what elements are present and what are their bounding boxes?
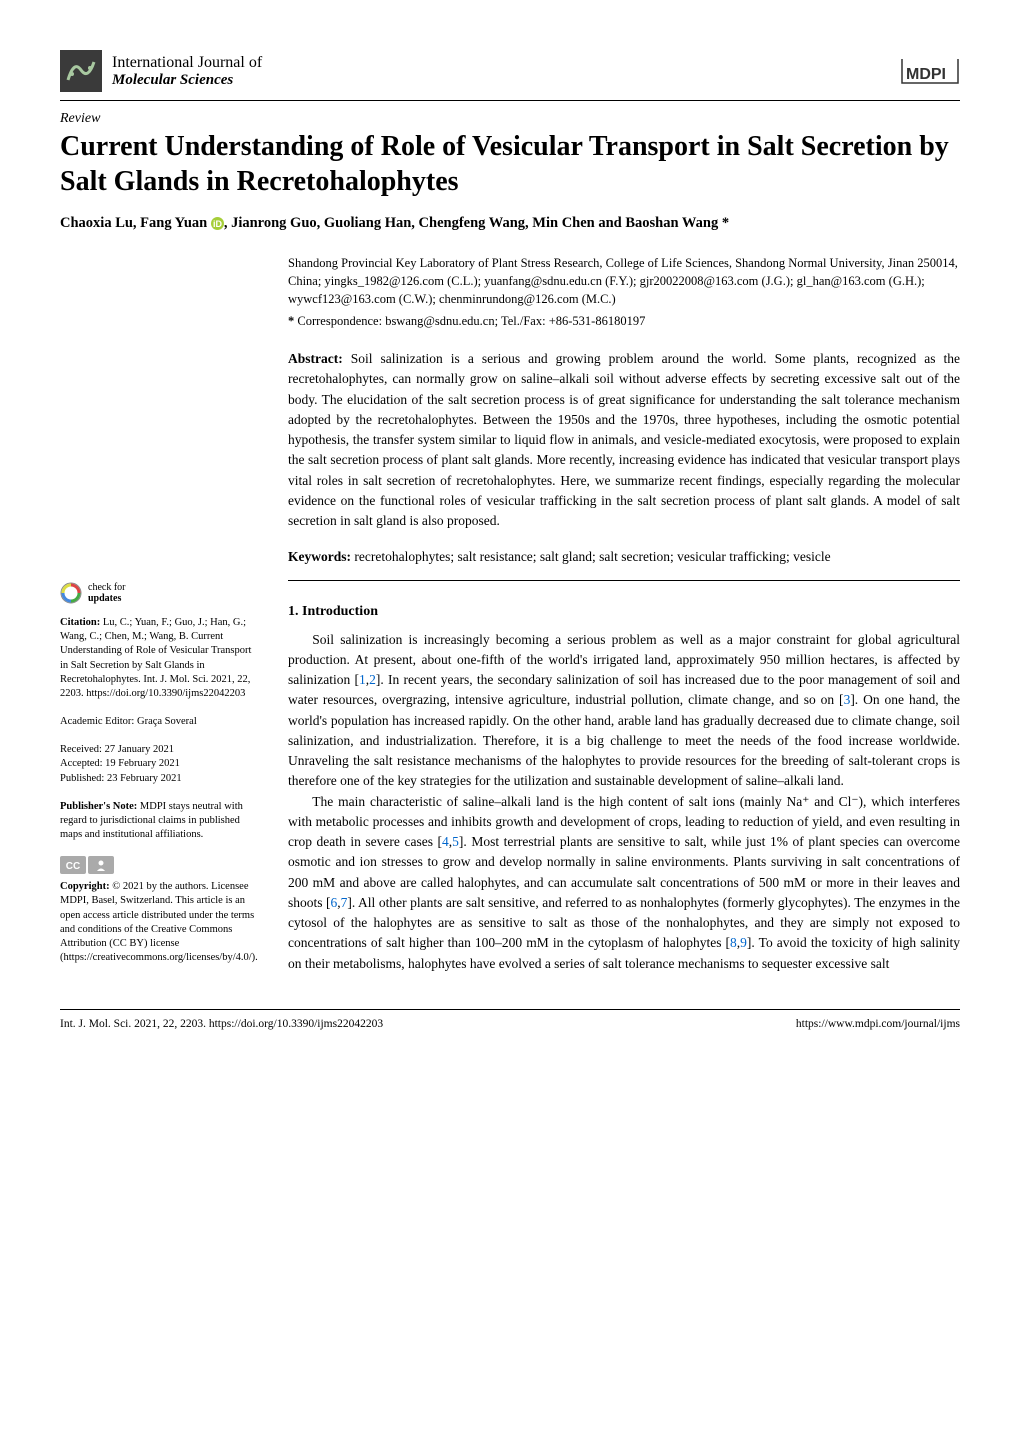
svg-text:iD: iD [213, 219, 223, 229]
authors-text: Chaoxia Lu, Fang Yuan [60, 215, 211, 231]
dates-block: Received: 27 January 2021 Accepted: 19 F… [60, 743, 260, 786]
footer-right[interactable]: https://www.mdpi.com/journal/ijms [796, 1018, 960, 1030]
copyright-block: Copyright: © 2021 by the authors. Licens… [60, 880, 260, 965]
copyright-label: Copyright: [60, 881, 110, 892]
intro-paragraph-1: Soil salinization is increasingly becomi… [288, 630, 960, 792]
check-line1: check for [88, 582, 125, 593]
intro-heading: 1. Introduction [288, 601, 960, 622]
header-divider [60, 100, 960, 101]
footer-left: Int. J. Mol. Sci. 2021, 22, 2203. https:… [60, 1018, 383, 1030]
article-title: Current Understanding of Role of Vesicul… [60, 129, 960, 199]
ref-link-5[interactable]: 5 [452, 834, 459, 849]
keywords: Keywords: recretohalophytes; salt resist… [288, 547, 960, 567]
received-date: Received: 27 January 2021 [60, 743, 260, 757]
pubnote-label: Publisher's Note: [60, 801, 137, 812]
svg-text:CC: CC [66, 861, 80, 872]
publisher-note-block: Publisher's Note: MDPI stays neutral wit… [60, 800, 260, 843]
cc-badge[interactable]: CC [60, 856, 260, 874]
published-date: Published: 23 February 2021 [60, 772, 260, 786]
main-content: Shandong Provincial Key Laboratory of Pl… [288, 254, 960, 979]
header: International Journal of Molecular Scien… [60, 50, 960, 92]
keywords-divider [288, 580, 960, 581]
editor-label: Academic Editor: [60, 716, 134, 727]
abstract-label: Abstract: [288, 351, 343, 366]
citation-text: Lu, C.; Yuan, F.; Guo, J.; Han, G.; Wang… [60, 617, 251, 699]
ref-link-4[interactable]: 4 [442, 834, 449, 849]
copyright-text: © 2021 by the authors. Licensee MDPI, Ba… [60, 881, 258, 963]
ref-link-1[interactable]: 1 [359, 672, 366, 687]
check-updates-icon [60, 582, 82, 604]
check-for-updates[interactable]: check for updates [60, 582, 260, 604]
affiliation: Shandong Provincial Key Laboratory of Pl… [288, 254, 960, 308]
keywords-text: recretohalophytes; salt resistance; salt… [354, 549, 830, 564]
mdpi-logo-icon: MDPI [900, 55, 960, 87]
abstract: Abstract: Soil salinization is a serious… [288, 349, 960, 531]
svg-text:MDPI: MDPI [906, 66, 946, 83]
journal-brand: International Journal of Molecular Scien… [60, 50, 262, 92]
keywords-label: Keywords: [288, 549, 351, 564]
abstract-text: Soil salinization is a serious and growi… [288, 351, 960, 528]
intro-paragraph-2: The main characteristic of saline–alkali… [288, 792, 960, 974]
authors-line: Chaoxia Lu, Fang Yuan iD, Jianrong Guo, … [60, 215, 960, 232]
editor-text: Graça Soveral [137, 716, 197, 727]
journal-logo-icon [60, 50, 102, 92]
citation-block: Citation: Lu, C.; Yuan, F.; Guo, J.; Han… [60, 616, 260, 701]
cc-icon: CC [60, 856, 86, 874]
editor-block: Academic Editor: Graça Soveral [60, 715, 260, 729]
correspondence-star: * [288, 314, 294, 328]
check-line2: updates [88, 593, 125, 604]
sidebar: check for updates Citation: Lu, C.; Yuan… [60, 254, 260, 979]
journal-line2: Molecular Sciences [112, 72, 262, 89]
ref-link-2[interactable]: 2 [369, 672, 376, 687]
correspondence: * Correspondence: bswang@sdnu.edu.cn; Te… [288, 312, 960, 331]
citation-label: Citation: [60, 617, 100, 628]
journal-line1: International Journal of [112, 54, 262, 72]
by-icon [88, 856, 114, 874]
correspondence-text: Correspondence: bswang@sdnu.edu.cn; Tel.… [297, 314, 645, 328]
ref-link-9[interactable]: 9 [740, 935, 747, 950]
orcid-icon[interactable]: iD [211, 217, 224, 230]
authors-text-rest: , Jianrong Guo, Guoliang Han, Chengfeng … [224, 215, 729, 231]
footer: Int. J. Mol. Sci. 2021, 22, 2203. https:… [60, 1009, 960, 1030]
ref-link-8[interactable]: 8 [730, 935, 737, 950]
accepted-date: Accepted: 19 February 2021 [60, 757, 260, 771]
article-type: Review [60, 111, 960, 127]
